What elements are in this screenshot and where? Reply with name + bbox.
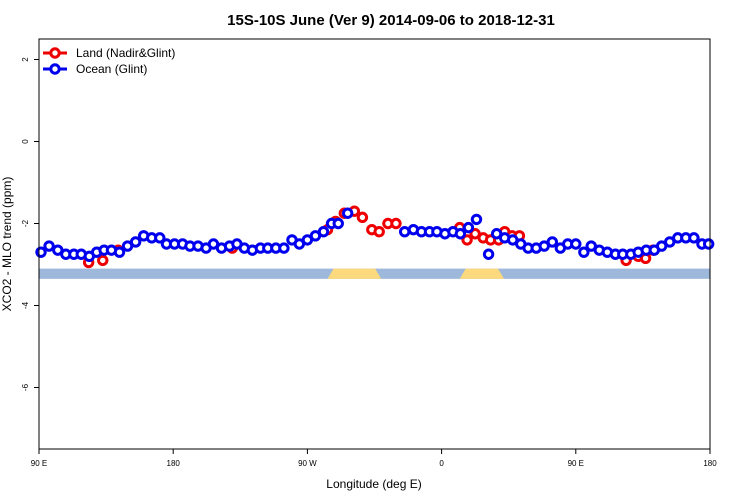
series-0-point-1 — [97, 254, 109, 267]
legend-land-label: Land (Nadir&Glint) — [76, 46, 175, 60]
x-tick-label-1: 180 — [167, 459, 181, 468]
legend-ocean-label: Ocean (Glint) — [76, 62, 147, 76]
series-0-point-14 — [461, 234, 473, 246]
series-1-point-1 — [43, 240, 55, 252]
x-tick-label-0: 90 E — [31, 459, 47, 468]
series-1-point-58 — [546, 236, 559, 248]
surface-band — [39, 268, 710, 279]
x-tick-label-5: 180 — [703, 459, 717, 468]
series-1 — [35, 207, 715, 262]
legend-ocean-swatch-marker — [49, 63, 61, 75]
x-axis-label: Longitude (deg E) — [326, 477, 421, 491]
series-1-point-47 — [454, 228, 467, 240]
series-0-point-10 — [373, 226, 385, 238]
data-series — [35, 205, 715, 269]
series-1-point-38 — [332, 217, 344, 230]
x-tick-label-2: 90 W — [298, 459, 317, 468]
y-axis-label: XCO2 - MLO trend (ppm) — [0, 177, 14, 312]
series-1-point-49 — [470, 213, 483, 226]
series-1-point-62 — [578, 246, 590, 258]
y-axis: 2 0 -2 -4 -6 — [21, 57, 39, 391]
series-0 — [82, 205, 659, 269]
series-0-point-12 — [390, 217, 402, 230]
series-1-point-10 — [113, 246, 126, 258]
y-tick-label-4: -6 — [21, 383, 30, 391]
series-1-point-78 — [702, 238, 715, 250]
land-band-1 — [459, 268, 505, 279]
x-axis: 90 E 180 90 W 0 90 E 180 — [31, 449, 717, 468]
legend: Land (Nadir&Glint) Ocean (Glint) — [43, 46, 175, 76]
chart-title: 15S-10S June (Ver 9) 2014-09-06 to 2018-… — [227, 12, 555, 29]
series-1-point-76 — [688, 232, 700, 244]
y-tick-label-3: -4 — [21, 301, 30, 309]
series-1-point-61 — [570, 238, 582, 250]
plot-frame — [38, 38, 711, 450]
series-1-point-12 — [129, 236, 142, 248]
series-1-point-15 — [154, 232, 166, 244]
y-tick-label-1: 0 — [21, 139, 30, 144]
series-1-point-39 — [341, 207, 354, 219]
x-tick-label-4: 90 E — [568, 459, 584, 468]
series-0-point-8 — [356, 211, 369, 224]
y-tick-label-2: -2 — [21, 219, 30, 227]
series-1-point-31 — [278, 242, 290, 254]
land-band-0 — [327, 268, 382, 279]
series-1-point-40 — [398, 226, 411, 238]
series-1-point-36 — [317, 226, 330, 238]
series-1-point-48 — [462, 221, 475, 234]
series-1-point-0 — [35, 246, 47, 258]
x-tick-label-3: 0 — [439, 459, 444, 468]
series-1-point-50 — [482, 248, 495, 260]
legend-land-swatch-marker — [49, 47, 61, 59]
y-tick-label-0: 2 — [21, 57, 30, 62]
